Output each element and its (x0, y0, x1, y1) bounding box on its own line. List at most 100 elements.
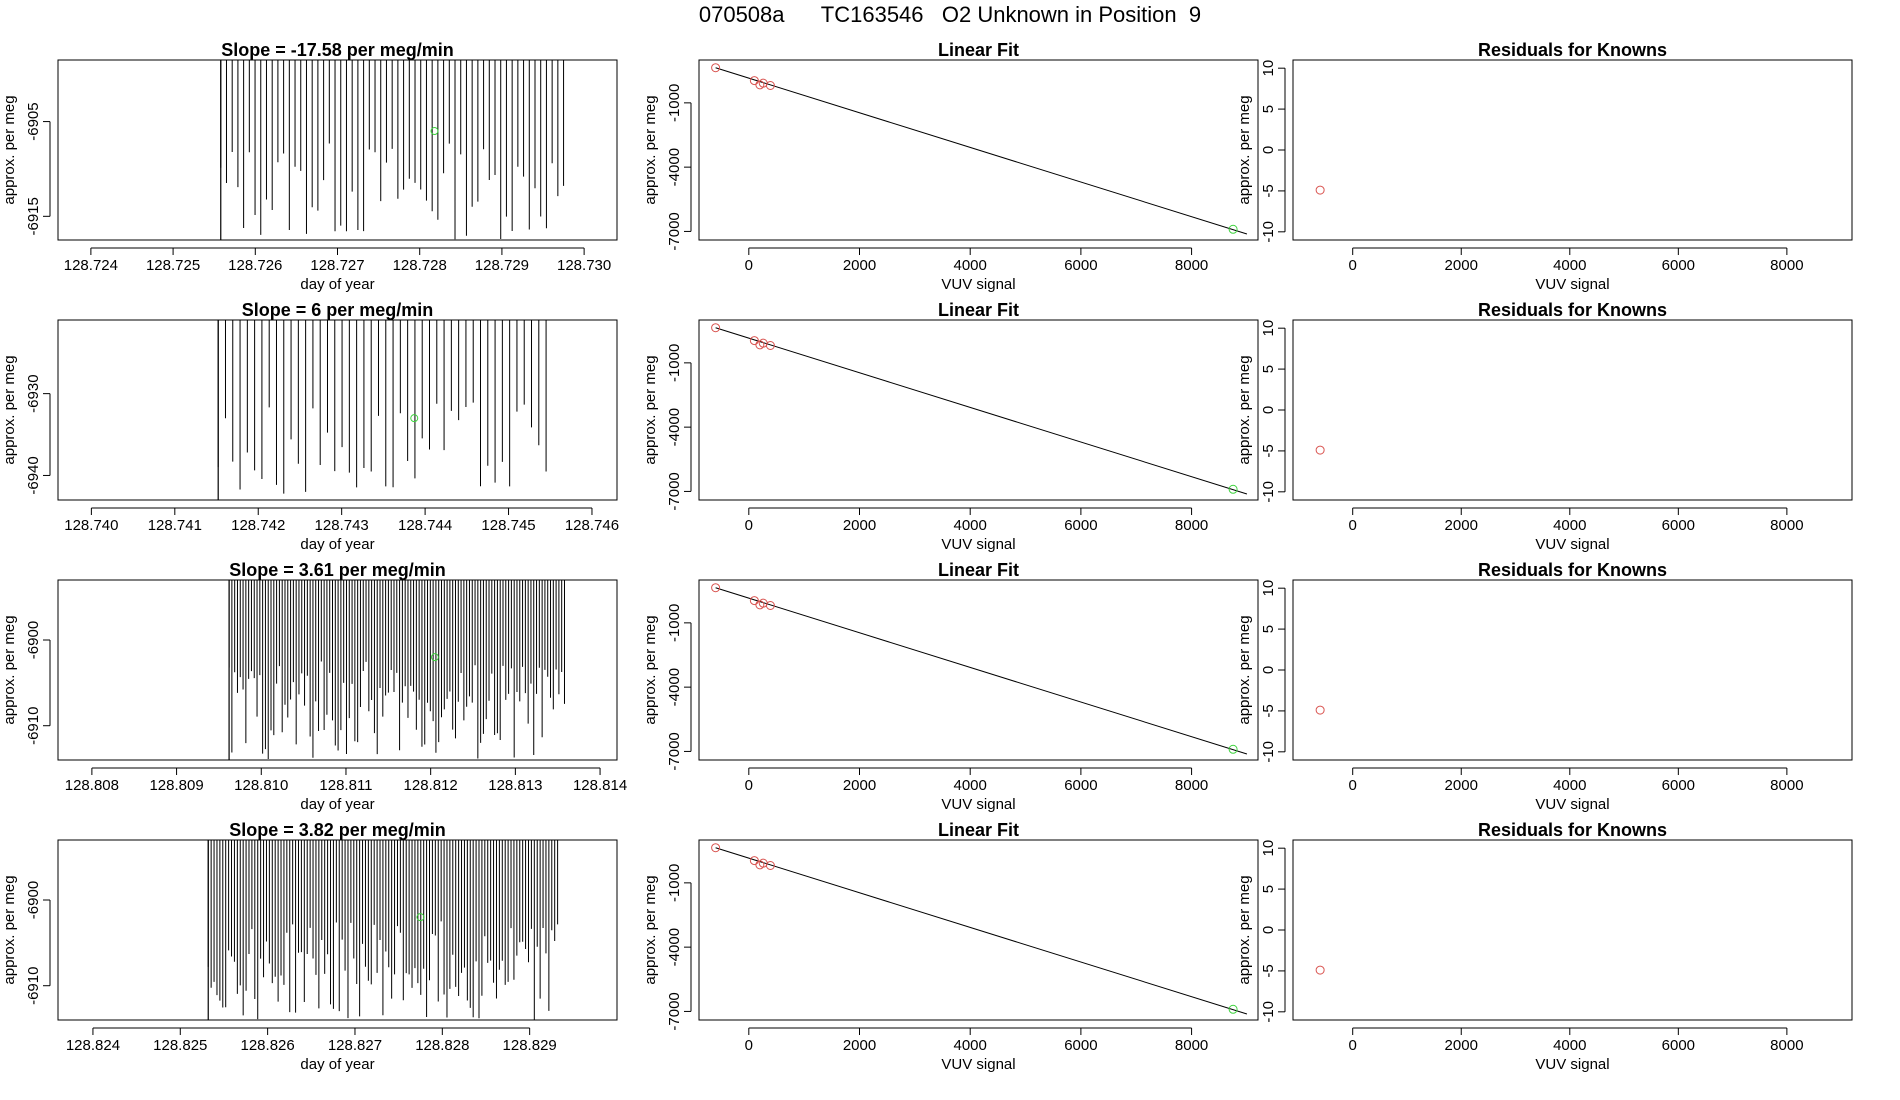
x-tick-label: 2000 (1445, 517, 1478, 534)
panel-title: Slope = 3.82 per meg/min (229, 820, 446, 840)
x-tick-label: 128.729 (475, 257, 529, 274)
x-tick-label: 8000 (1175, 517, 1208, 534)
y-axis-label: approx. per meg (1, 875, 18, 984)
x-tick-label: 8000 (1175, 257, 1208, 274)
signal-trace (217, 320, 547, 494)
plot-frame (698, 319, 1259, 501)
x-tick-label: 0 (1349, 517, 1357, 534)
unknown-point (410, 414, 419, 423)
y-axis: 10 5 0 -5 -10 approx. per meg (1236, 320, 1286, 503)
y-tick-label: 5 (1260, 885, 1277, 893)
unknown-point (1228, 484, 1238, 494)
x-tick-label: 128.809 (149, 777, 203, 794)
x-tick-label: 128.811 (319, 777, 372, 794)
y-axis: -6930 -6940 approx. per meg (1, 355, 51, 495)
plot-frame (57, 579, 618, 761)
x-tick-label: 6000 (1064, 257, 1097, 274)
x-tick-label: 8000 (1770, 257, 1803, 274)
x-tick-label: 128.828 (415, 1037, 469, 1054)
x-axis: 0 2000 4000 6000 8000 VUV signal (1349, 247, 1804, 293)
known-point (1315, 445, 1325, 455)
known-point (765, 861, 775, 870)
x-axis-label: day of year (300, 1056, 374, 1073)
y-axis-label: approx. per meg (642, 95, 659, 204)
y-axis: -6900 -6910 approx. per meg (1, 615, 51, 745)
y-axis: -1000 -4000 -7000 approx. per meg (642, 344, 692, 511)
x-tick-label: 128.812 (404, 777, 458, 794)
panel-title: Slope = -17.58 per meg/min (221, 40, 454, 60)
data-layer (1315, 185, 1325, 195)
panel-title: Linear Fit (938, 300, 1019, 320)
y-tick-label: -10 (1260, 1001, 1277, 1023)
x-tick-label: 2000 (843, 257, 876, 274)
x-tick-label: 128.744 (398, 517, 452, 534)
y-axis-label: approx. per meg (1236, 95, 1253, 204)
x-tick-label: 128.829 (503, 1037, 557, 1054)
known-point (749, 596, 759, 606)
x-tick-label: 4000 (954, 257, 987, 274)
fit-line (715, 587, 1248, 755)
data-layer (711, 583, 1248, 755)
x-tick-label: 2000 (843, 517, 876, 534)
x-tick-label: 4000 (1553, 777, 1586, 794)
x-tick-label: 2000 (1445, 1037, 1478, 1054)
x-tick-label: 128.725 (146, 257, 200, 274)
x-axis: 0 2000 4000 6000 8000 VUV signal (745, 1027, 1208, 1073)
x-tick-label: 0 (1349, 1037, 1357, 1054)
x-axis: 0 2000 4000 6000 8000 VUV signal (1349, 767, 1804, 813)
x-axis-label: day of year (300, 536, 374, 553)
x-tick-label: 0 (1349, 777, 1357, 794)
x-tick-label: 4000 (954, 517, 987, 534)
y-tick-label: -4000 (666, 148, 683, 186)
y-tick-label: -1000 (666, 84, 683, 122)
x-tick-label: 0 (745, 1037, 753, 1054)
known-point (749, 336, 759, 346)
x-tick-label: 8000 (1175, 1037, 1208, 1054)
plot-frame (1292, 319, 1853, 501)
x-axis: 0 2000 4000 6000 8000 VUV signal (1349, 507, 1804, 553)
plot-frame (57, 59, 618, 241)
x-tick-label: 128.727 (310, 257, 364, 274)
x-tick-label: 0 (745, 517, 753, 534)
y-tick-label: 0 (1260, 666, 1277, 674)
x-axis-label: VUV signal (941, 536, 1015, 553)
known-point (765, 601, 775, 610)
x-tick-label: 128.742 (231, 517, 285, 534)
data-layer (58, 60, 565, 240)
panel-r3c1: Linear Fit 0 2000 4000 6000 8000 VUV signal -10… (642, 820, 1259, 1073)
known-point (765, 341, 775, 350)
known-point (749, 76, 759, 86)
y-tick-label: -7000 (666, 212, 683, 250)
panel-title: Linear Fit (938, 560, 1019, 580)
x-tick-label: 8000 (1770, 777, 1803, 794)
known-point (711, 323, 721, 333)
y-axis: -1000 -4000 -7000 approx. per meg (642, 864, 692, 1031)
data-layer (58, 580, 565, 760)
y-tick-label: -6910 (25, 707, 42, 745)
x-axis-label: day of year (300, 276, 374, 293)
x-tick-label: 6000 (1662, 517, 1695, 534)
y-tick-label: -6905 (25, 102, 42, 140)
panel-title: Slope = 3.61 per meg/min (229, 560, 446, 580)
panel-r2c1: Linear Fit 0 2000 4000 6000 8000 VUV signal -10… (642, 560, 1259, 813)
panel-r2c2: Residuals for Knowns 0 2000 4000 6000 8000 VUV… (1236, 560, 1853, 813)
x-tick-label: 6000 (1662, 257, 1695, 274)
y-tick-label: -6940 (25, 456, 42, 494)
x-tick-label: 2000 (1445, 777, 1478, 794)
x-tick-label: 128.730 (557, 257, 611, 274)
y-tick-label: -6900 (25, 621, 42, 659)
y-axis: -6905 -6915 approx. per meg (1, 95, 51, 236)
y-tick-label: 10 (1260, 320, 1277, 337)
data-layer (1315, 705, 1325, 715)
x-axis-label: VUV signal (1535, 796, 1609, 813)
plot-frame (57, 839, 618, 1021)
x-tick-label: 128.745 (481, 517, 535, 534)
y-tick-label: -10 (1260, 741, 1277, 763)
y-axis: 10 5 0 -5 -10 approx. per meg (1236, 60, 1286, 243)
data-layer (58, 320, 547, 500)
x-tick-label: 2000 (1445, 257, 1478, 274)
y-tick-label: -6900 (25, 881, 42, 919)
x-tick-label: 8000 (1770, 517, 1803, 534)
data-layer (1315, 965, 1325, 975)
